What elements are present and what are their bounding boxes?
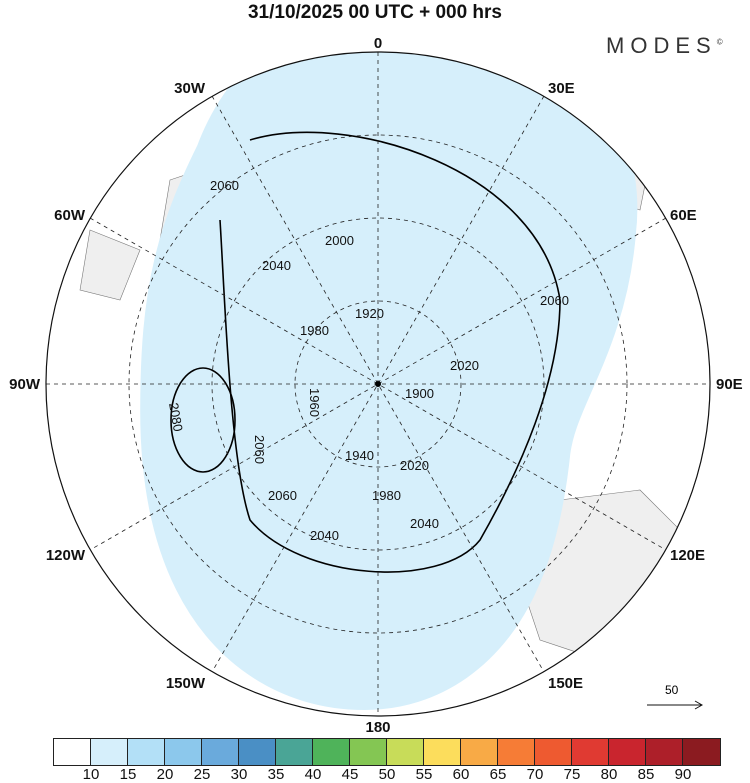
height-contours [171, 118, 560, 587]
contour-label: 2040 [262, 258, 291, 273]
logo-text: MODES [606, 33, 717, 58]
contour-label: 2020 [450, 358, 479, 373]
graticule [46, 52, 710, 716]
lon-label-90e: 90E [716, 376, 743, 393]
colorbar-swatch [165, 739, 202, 765]
contour-label: 2060 [540, 293, 569, 308]
contour-label: 2020 [400, 458, 429, 473]
lon-label-30w: 30W [174, 80, 206, 97]
colorbar-swatch [54, 739, 91, 765]
colorbar-swatch [498, 739, 535, 765]
colorbar-swatch [202, 739, 239, 765]
colorbar [53, 738, 721, 766]
contour-label: 1920 [355, 306, 384, 321]
lon-label-60w: 60W [54, 207, 86, 224]
colorbar-swatch [239, 739, 276, 765]
colorbar-swatch [461, 739, 498, 765]
colorbar-swatch [313, 739, 350, 765]
map-boundary [45, 51, 711, 717]
contour-label: 2060 [268, 488, 297, 503]
lon-label-60e: 60E [670, 207, 697, 224]
lon-label-150w: 150W [166, 675, 206, 692]
colorbar-swatch [128, 739, 165, 765]
map-title: 31/10/2025 00 UTC + 000 hrs [247, 2, 503, 23]
contour-label: 1980 [300, 323, 329, 338]
colorbar-swatch [387, 739, 424, 765]
colorbar-label: 40 [304, 766, 322, 783]
colorbar-label: 90 [674, 766, 692, 783]
colorbar-swatch [350, 739, 387, 765]
colorbar-swatch [609, 739, 646, 765]
pole-marker [375, 381, 381, 387]
lon-label-30e: 30E [548, 80, 575, 97]
colorbar-label: 10 [82, 766, 100, 783]
colorbar-label: 20 [156, 766, 174, 783]
contour-label: 2040 [410, 516, 439, 531]
colorbar-label: 60 [452, 766, 470, 783]
vector-scale-arrow [647, 700, 704, 710]
colorbar-label: 80 [600, 766, 618, 783]
lon-label-90w: 90W [9, 376, 41, 393]
colorbar-label: 50 [378, 766, 396, 783]
contour-label: 2060 [252, 435, 267, 464]
colorbar-label: 15 [119, 766, 137, 783]
colorbar-swatch [572, 739, 609, 765]
lon-label-120w: 120W [46, 547, 86, 564]
colorbar-swatch [91, 739, 128, 765]
colorbar-swatch [424, 739, 461, 765]
colorbar-label: 85 [637, 766, 655, 783]
colorbar-label: 65 [489, 766, 507, 783]
lon-label-150e: 150E [548, 675, 583, 692]
colorbar-label: 55 [415, 766, 433, 783]
contour-label: 2000 [325, 233, 354, 248]
colorbar-label: 25 [193, 766, 211, 783]
colorbar-label: 70 [526, 766, 544, 783]
contour-label: 2040 [310, 528, 339, 543]
colorbar-label: 75 [563, 766, 581, 783]
lon-label-0: 0 [374, 35, 382, 52]
contour-labels: 2060 2040 2000 1980 1920 2060 1900 2020 … [166, 178, 569, 543]
contour-label: 2080 [166, 402, 186, 433]
colorbar-label: 30 [230, 766, 248, 783]
colorbar-labels: 10 15 20 25 30 35 40 45 50 55 60 65 70 75 80 85 90 [53, 766, 713, 783]
contour-label: 1960 [307, 388, 322, 417]
contour-label: 1980 [372, 488, 401, 503]
lon-label-180: 180 [365, 719, 390, 736]
colorbar-swatch [535, 739, 572, 765]
colorbar-label: 45 [341, 766, 359, 783]
contour-label: 1900 [405, 386, 434, 401]
longitude-labels: 0 30E 60E 90E 120E 150E 180 150W 120W 90… [9, 35, 743, 736]
colorbar-swatch [276, 739, 313, 765]
vector-scale-label: 50 [665, 683, 679, 697]
modes-logo: MODES© [606, 33, 723, 59]
contour-label: 2060 [210, 178, 239, 193]
contour-label: 1940 [345, 448, 374, 463]
colorbar-label: 35 [267, 766, 285, 783]
colorbar-swatch [683, 739, 720, 765]
copyright-mark: © [716, 37, 723, 47]
lon-label-120e: 120E [670, 547, 705, 564]
colorbar-swatch [646, 739, 683, 765]
